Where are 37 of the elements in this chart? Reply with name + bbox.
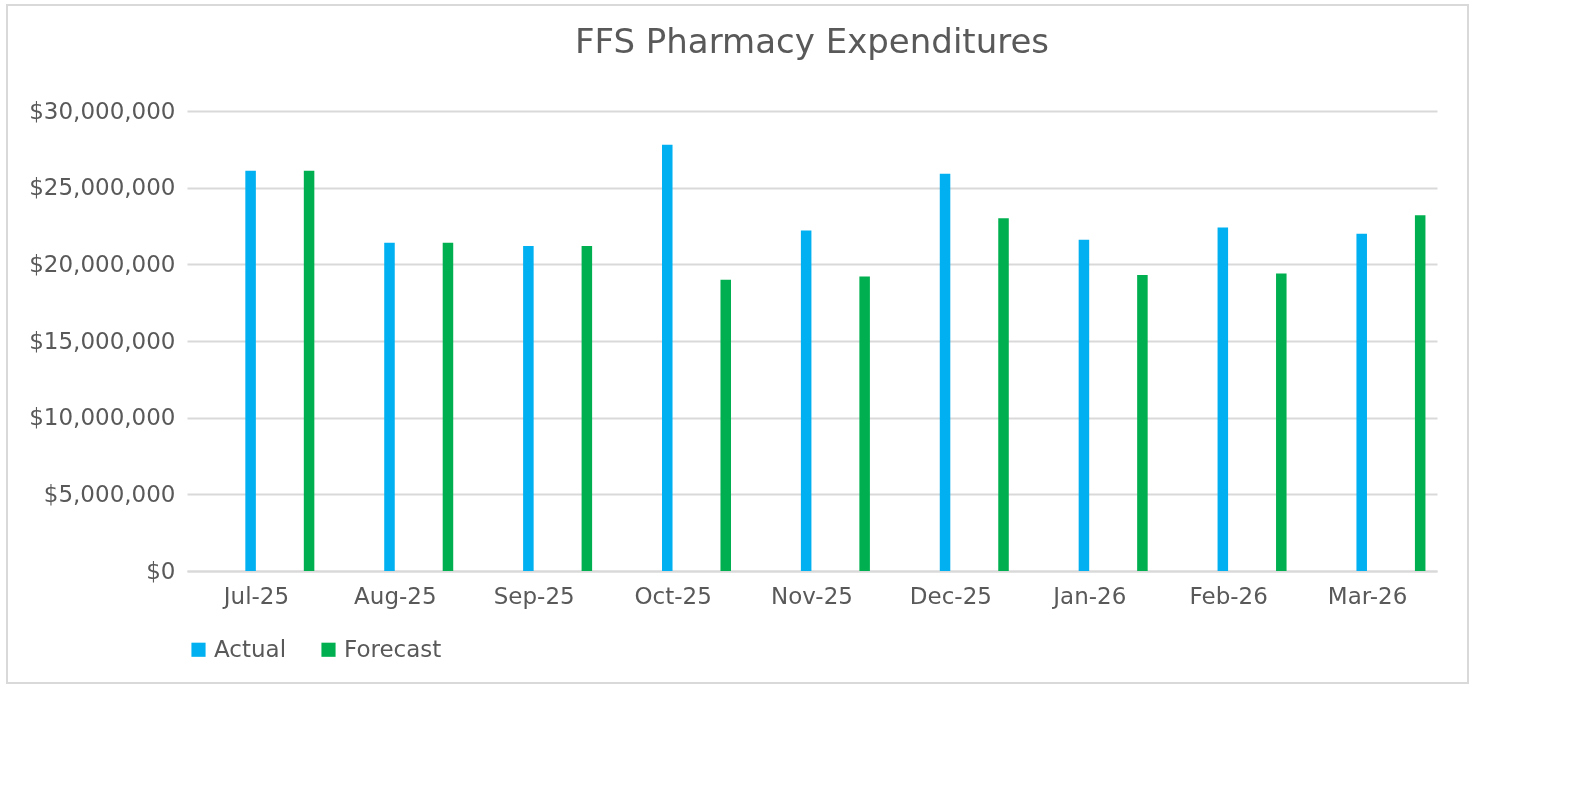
x-tick-label: Dec-25 [909,582,992,609]
bar [998,218,1009,571]
x-tick-label: Nov-25 [771,582,853,609]
x-tick-label: Mar-26 [1327,582,1408,609]
x-tick-label: Jan-26 [1051,582,1127,609]
bar [1078,239,1090,571]
chart-title: FFS Pharmacy Expenditures [574,21,1050,61]
y-tick-label: $25,000,000 [29,174,176,201]
y-tick-label: $10,000,000 [29,404,176,431]
x-tick-label: Sep-25 [493,582,575,609]
y-tick-label: $5,000,000 [43,480,176,507]
bar [384,242,395,571]
x-tick-label: Oct-25 [634,582,712,609]
bar [939,173,951,571]
y-tick-label: $15,000,000 [29,327,176,354]
bar [662,144,673,571]
bar [245,170,256,571]
y-tick-label: $30,000,000 [29,97,176,124]
legend-label: Actual [214,635,287,662]
x-tick-label: Aug-25 [354,582,437,609]
legend-label: Forecast [344,635,442,662]
bar [1356,233,1367,571]
bar [720,279,732,571]
bar [859,276,870,571]
y-tick-label: $0 [146,557,176,584]
bar [800,230,812,571]
x-tick-label: Jul-25 [221,582,290,609]
x-tick-label: Feb-26 [1189,582,1268,609]
bar [523,245,534,571]
bar [1276,273,1287,571]
bar [442,242,454,571]
bar [581,245,593,571]
bar [1414,215,1426,571]
bar [303,170,315,571]
bar [1137,275,1148,571]
bar [1217,227,1229,571]
y-tick-label: $20,000,000 [29,250,176,277]
